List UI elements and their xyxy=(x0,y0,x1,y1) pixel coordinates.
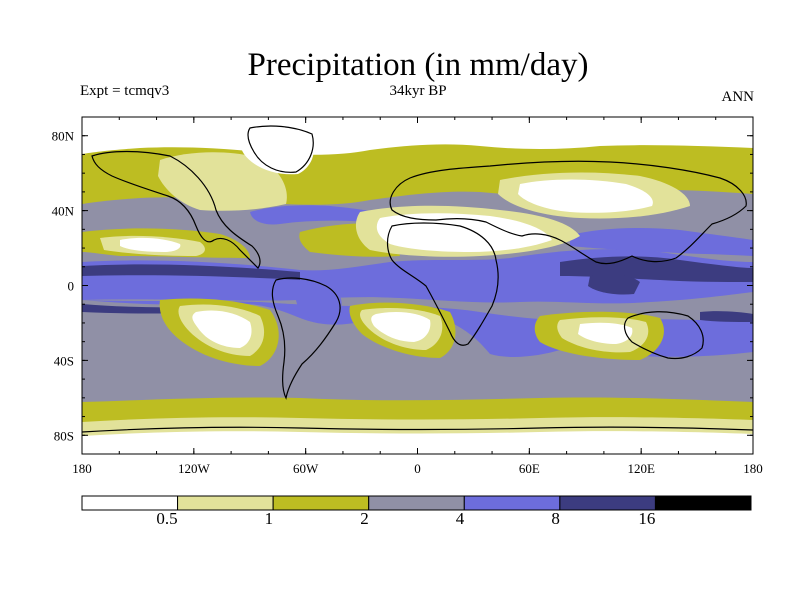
lat-tick-label: 80N xyxy=(52,129,75,144)
lon-tick-label: 60E xyxy=(519,461,540,476)
color-legend: 0.5 1 2 4 8 16 xyxy=(81,495,752,528)
coast-australia xyxy=(623,311,704,360)
legend-swatch-gt16 xyxy=(654,495,752,511)
nw-pacific-band xyxy=(570,227,753,256)
period-label: 34kyr BP xyxy=(389,83,447,99)
map-field xyxy=(82,117,753,454)
lat-tick-label: 80S xyxy=(54,428,74,443)
east-pacific-core xyxy=(700,311,753,322)
lon-tick-label: 120E xyxy=(627,461,655,476)
indian-core xyxy=(588,274,640,295)
coast-antarctica xyxy=(82,426,753,433)
gulfstream-band xyxy=(250,205,380,225)
lat-tick-label: 40N xyxy=(52,204,75,219)
lon-tick-label: 180 xyxy=(72,461,92,476)
itcz-core-pacific xyxy=(82,264,300,280)
coast-greenland xyxy=(247,125,314,173)
south-atlantic-core xyxy=(371,312,431,342)
lon-tick-label: 60W xyxy=(293,461,319,476)
legend-label: 1 xyxy=(265,509,274,528)
central-asia-core xyxy=(518,179,653,213)
south-indian-core xyxy=(578,322,633,344)
coast-south-america xyxy=(271,277,341,400)
lat-tick-label: 40S xyxy=(54,353,74,368)
legend-swatch-lt05 xyxy=(81,495,179,511)
legend-swatch-c2_4 xyxy=(368,495,465,511)
lon-tick-label: 0 xyxy=(414,461,421,476)
experiment-label: Expt = tcmqv3 xyxy=(80,83,170,99)
coast-north-america xyxy=(91,150,261,269)
coast-africa xyxy=(386,222,499,346)
lon-tick-label: 180 xyxy=(743,461,763,476)
coast-eurasia xyxy=(389,160,747,265)
legend-label: 16 xyxy=(638,509,655,528)
legend-swatch-c8_16 xyxy=(559,495,656,511)
coastlines xyxy=(82,125,753,433)
south-america-wet xyxy=(296,284,342,322)
lon-tick-label: 120W xyxy=(178,461,211,476)
legend-swatch-c1_2 xyxy=(272,495,370,511)
north-pacific-core xyxy=(120,237,181,252)
greenland-core xyxy=(237,125,314,175)
lat-tick-label: 0 xyxy=(68,279,75,294)
north-america-dry xyxy=(158,152,287,211)
map-title: Precipitation (in mm/day) xyxy=(247,47,589,83)
legend-swatch-c05_1 xyxy=(177,495,274,511)
axis-ticks: 180 120W 60W 0 60E 120E 180 80N 40N 0 40S 80S xyxy=(52,116,763,476)
legend-label: 4 xyxy=(456,509,465,528)
legend-label: 2 xyxy=(360,509,369,528)
legend-label: 8 xyxy=(551,509,560,528)
antarctica-dry xyxy=(82,431,753,454)
legend-label: 0.5 xyxy=(156,509,177,528)
legend-swatch-c4_8 xyxy=(463,495,561,511)
south-pacific-core xyxy=(192,310,252,348)
season-label: ANN xyxy=(721,89,755,105)
